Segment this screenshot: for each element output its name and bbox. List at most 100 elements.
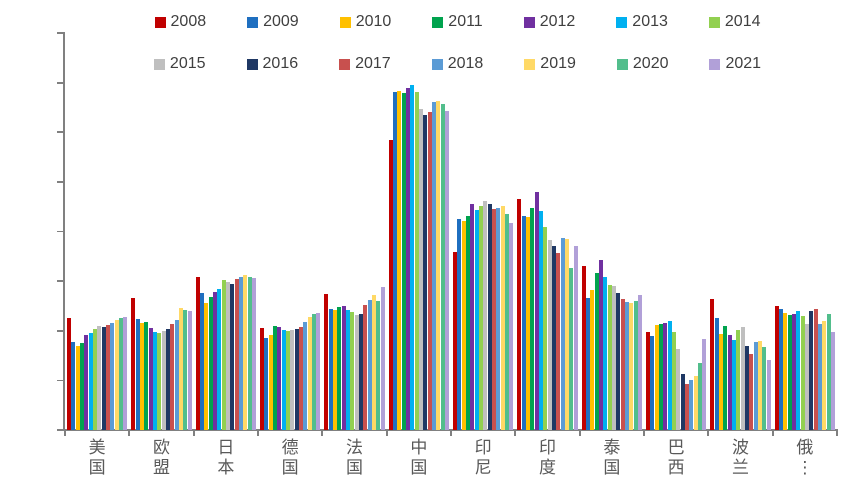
- legend-label: 2014: [724, 13, 761, 30]
- y-tick: [57, 379, 65, 382]
- bar-波兰-2017: [749, 353, 754, 430]
- bar-德国-2016: [294, 328, 299, 430]
- bar-印尼-2018: [496, 207, 501, 430]
- bar-印尼-2009: [457, 218, 462, 430]
- bar-泰国-2021: [638, 295, 642, 430]
- bar-欧盟-2017: [170, 323, 175, 430]
- bar-印尼-2020: [505, 213, 509, 430]
- bar-泰国-2019: [629, 302, 634, 430]
- bar-欧盟-2020: [183, 309, 188, 430]
- y-tick: [57, 280, 65, 283]
- bar-美国-2015: [97, 325, 102, 430]
- bar-欧盟-2008: [131, 297, 136, 430]
- x-axis-label-char: 国: [88, 458, 106, 477]
- legend-label: 2016: [262, 55, 299, 72]
- x-axis-label-char: 德: [281, 438, 299, 457]
- legend-item-2013: 2013: [616, 12, 668, 32]
- bar-中国-2017: [427, 112, 432, 430]
- bar-日本-2010: [204, 302, 209, 430]
- bar-欧盟-2021: [187, 310, 192, 430]
- bar-波兰-2013: [732, 339, 736, 430]
- bar-中国-2014: [414, 91, 419, 430]
- bar-日本-2020: [247, 277, 252, 430]
- bar-印度-2019: [565, 239, 569, 430]
- bar-印尼-2019: [500, 205, 505, 430]
- bar-欧盟-2010: [140, 322, 144, 430]
- bar-泰国-2012: [599, 260, 603, 430]
- legend-label: 2020: [632, 55, 669, 72]
- legend-label: 2019: [540, 55, 576, 72]
- bar-德国-2012: [277, 326, 282, 430]
- bar-波兰-2008: [710, 298, 715, 430]
- bar-印尼-2013: [474, 209, 479, 430]
- x-axis-label-char: 印: [474, 438, 492, 457]
- legend-label: 2009: [263, 13, 299, 30]
- x-axis-label-char: 美: [88, 438, 106, 457]
- bar-波兰-2009: [714, 317, 719, 430]
- bar-中国-2011: [401, 92, 406, 430]
- bar-中国-2012: [406, 87, 410, 430]
- legend-swatch-icon: [153, 58, 165, 70]
- bar-俄⋮-2008: [774, 305, 779, 430]
- bar-美国-2020: [119, 317, 123, 430]
- bar-印度-2014: [543, 226, 548, 430]
- bar-中国-2008: [388, 140, 393, 430]
- x-axis-label-印度: 印度: [534, 438, 562, 478]
- legend-item-2011: 2011: [432, 12, 483, 32]
- x-axis-label-char: 尼: [474, 458, 492, 477]
- bar-泰国-2020: [633, 300, 638, 430]
- legend-swatch-icon: [524, 58, 536, 70]
- bar-印尼-2011: [466, 215, 470, 430]
- bar-德国-2019: [307, 316, 312, 430]
- bar-日本-2009: [200, 293, 204, 430]
- bar-印尼-2016: [487, 203, 492, 430]
- legend-swatch-icon: [708, 16, 720, 28]
- x-axis-label-char: 本: [217, 458, 235, 477]
- bar-中国-2021: [445, 111, 449, 430]
- bar-法国-2016: [359, 313, 363, 430]
- bar-法国-2009: [328, 308, 333, 430]
- x-axis-label-char: 国: [603, 458, 621, 477]
- y-tick: [57, 181, 65, 183]
- x-tick: [257, 430, 259, 436]
- bar-美国-2008: [67, 317, 71, 430]
- x-axis-label-char: 盟: [153, 458, 170, 477]
- bar-日本-2012: [213, 292, 217, 430]
- bar-中国-2018: [432, 102, 436, 430]
- x-axis-label-法国: 法国: [341, 438, 369, 478]
- x-axis-label-泰国: 泰国: [598, 438, 626, 478]
- bar-法国-2015: [354, 314, 359, 430]
- bar-印尼-2021: [509, 222, 514, 430]
- bar-印度-2010: [526, 216, 530, 430]
- bar-欧盟-2018: [174, 319, 179, 430]
- bar-俄⋮-2011: [787, 314, 792, 430]
- bar-巴西-2008: [646, 331, 650, 430]
- x-tick: [771, 430, 774, 436]
- bar-日本-2017: [234, 279, 239, 430]
- y-tick: [57, 230, 65, 233]
- bar-法国-2010: [333, 309, 337, 430]
- bar-波兰-2014: [736, 329, 741, 430]
- legend-row-1: 2008 2009 2010 2011 2012 2013 2014: [60, 12, 855, 32]
- bar-法国-2019: [372, 295, 376, 430]
- x-axis-label-char: 国: [281, 458, 299, 477]
- bar-俄⋮-2016: [809, 310, 814, 430]
- bar-中国-2009: [393, 91, 397, 430]
- legend-row-2: 2015 2016 2017 2018 2019 2020 2021: [60, 54, 855, 74]
- bar-印度-2013: [539, 210, 543, 430]
- legend-label: 2008: [170, 13, 207, 30]
- bar-波兰-2016: [745, 345, 749, 430]
- bar-泰国-2013: [603, 277, 608, 430]
- x-tick: [128, 430, 131, 436]
- legend-label: 2015: [169, 55, 206, 72]
- legend-swatch-icon: [339, 58, 351, 70]
- bar-俄⋮-2009: [779, 308, 783, 430]
- x-axis-label-印尼: 印尼: [469, 438, 497, 478]
- bar-法国-2018: [367, 299, 372, 430]
- x-axis-label-char: ⋮: [796, 458, 814, 477]
- bar-欧盟-2015: [161, 330, 166, 430]
- bar-日本-2019: [243, 275, 248, 430]
- bar-日本-2021: [252, 278, 256, 430]
- bar-泰国-2014: [607, 285, 612, 430]
- bar-欧盟-2013: [153, 331, 157, 430]
